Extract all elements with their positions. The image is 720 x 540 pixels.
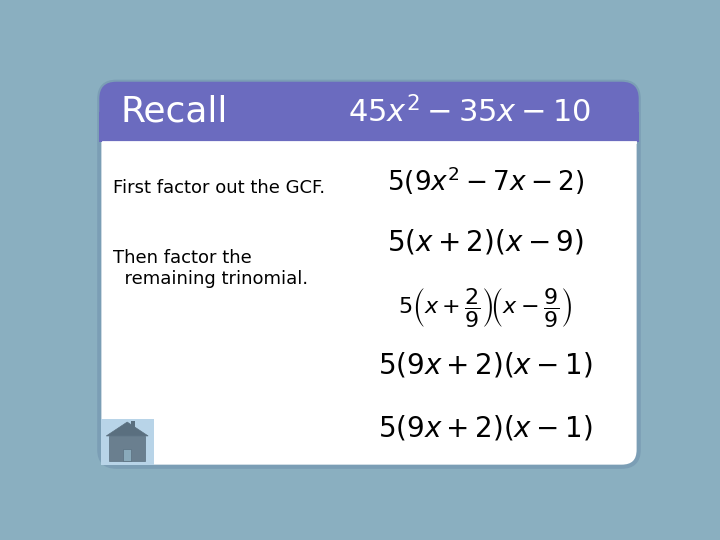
Text: $5(9x^{2} - 7x - 2)$: $5(9x^{2} - 7x - 2)$ [387, 164, 584, 197]
Text: $5\left(x + \dfrac{2}{9}\right)\!\left(x - \dfrac{9}{9}\right)$: $5\left(x + \dfrac{2}{9}\right)\!\left(x… [398, 286, 572, 329]
Text: $5(x + 2)(x - 9)$: $5(x + 2)(x - 9)$ [387, 227, 584, 256]
Text: Then factor the
  remaining trinomial.: Then factor the remaining trinomial. [113, 249, 308, 288]
Polygon shape [107, 422, 148, 436]
FancyBboxPatch shape [99, 82, 639, 142]
Bar [123, 449, 132, 461]
FancyBboxPatch shape [99, 82, 639, 467]
Text: First factor out the GCF.: First factor out the GCF. [113, 179, 325, 197]
Bar [131, 421, 135, 430]
Bar [99, 112, 639, 142]
Bar [101, 419, 153, 465]
Text: $5(9x + 2)(x - 1)$: $5(9x + 2)(x - 1)$ [378, 414, 593, 443]
Text: Recall: Recall [121, 95, 228, 129]
Text: $5(9x + 2)(x - 1)$: $5(9x + 2)(x - 1)$ [378, 350, 593, 380]
Text: $45x^{2} - 35x - 10$: $45x^{2} - 35x - 10$ [348, 96, 591, 128]
Bar [109, 436, 145, 461]
